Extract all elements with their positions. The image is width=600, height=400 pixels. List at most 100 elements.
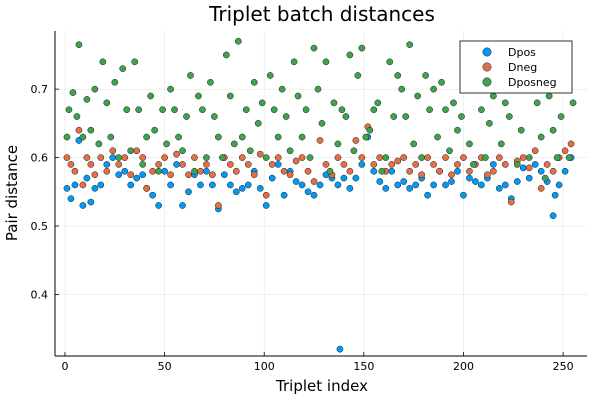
data-point (183, 113, 190, 120)
data-point (67, 161, 75, 168)
data-point (565, 154, 573, 161)
data-point (406, 167, 414, 175)
tick-labels: 0 50 100 150 200 250 0.4 0.5 0.6 0.7 (31, 83, 574, 373)
data-point (83, 96, 91, 103)
legend-box (459, 40, 573, 94)
data-point (482, 154, 489, 161)
legend: Dpos Dneg Dposneg (459, 40, 573, 94)
data-point (422, 72, 429, 79)
data-point (238, 133, 246, 141)
data-point (75, 41, 83, 49)
data-point (310, 191, 318, 199)
data-point (234, 37, 242, 45)
data-point (438, 78, 445, 86)
data-point (199, 106, 206, 114)
data-point (139, 171, 147, 179)
data-point (495, 185, 503, 192)
data-point (226, 161, 234, 168)
data-point (209, 181, 216, 189)
data-point (354, 72, 362, 79)
series-dneg (63, 123, 575, 209)
y-tick-label: 0.6 (31, 152, 49, 165)
data-point (314, 85, 322, 93)
data-point (238, 185, 246, 192)
data-point (448, 171, 455, 179)
data-point (230, 140, 238, 148)
data-point (149, 167, 156, 175)
x-axis-label: Triplet index (275, 377, 368, 395)
data-point (370, 161, 378, 168)
data-point (306, 154, 314, 161)
data-point (310, 44, 318, 52)
data-point (147, 92, 154, 100)
data-point (346, 185, 354, 192)
data-point (173, 161, 180, 168)
data-point (268, 161, 276, 168)
data-point (388, 161, 396, 168)
data-point (203, 154, 210, 161)
data-points (63, 37, 577, 353)
data-point (298, 133, 306, 141)
x-tick-label: 100 (254, 360, 275, 373)
data-point (254, 120, 262, 127)
data-point (139, 161, 147, 168)
data-point (226, 92, 234, 100)
data-point (171, 106, 178, 114)
data-point (472, 178, 479, 185)
data-point (97, 181, 105, 189)
data-point (517, 126, 525, 134)
data-point (292, 157, 300, 165)
data-point (121, 167, 129, 175)
data-point (175, 133, 182, 141)
data-point (426, 106, 433, 114)
data-point (274, 161, 282, 168)
data-point (179, 147, 186, 155)
data-point (537, 185, 545, 192)
data-point (450, 99, 457, 107)
data-point (161, 154, 168, 161)
data-point (537, 167, 545, 175)
data-point (282, 113, 290, 120)
data-point (466, 174, 473, 182)
data-point (531, 147, 539, 155)
data-point (256, 185, 264, 192)
series-dposneg (63, 37, 577, 182)
data-point (209, 171, 216, 179)
data-point (127, 171, 135, 179)
data-point (460, 154, 467, 161)
data-point (278, 85, 286, 93)
data-point (478, 106, 485, 114)
data-point (111, 78, 119, 86)
data-point (133, 174, 141, 182)
y-axis-label: Pair distance (3, 145, 21, 241)
data-point (270, 106, 278, 114)
data-point (149, 191, 156, 199)
data-point (495, 154, 503, 161)
data-point (143, 185, 151, 192)
data-point (497, 140, 505, 148)
data-point (442, 106, 449, 114)
data-point (525, 174, 533, 182)
data-point (501, 161, 509, 168)
data-point (155, 161, 162, 168)
data-point (557, 113, 565, 120)
data-point (115, 154, 123, 161)
data-point (63, 154, 71, 161)
data-point (232, 167, 240, 175)
data-point (256, 150, 264, 158)
data-point (350, 147, 358, 155)
data-point (545, 92, 553, 100)
data-point (250, 78, 258, 86)
data-point (402, 113, 410, 120)
data-point (454, 161, 461, 168)
data-point (207, 78, 214, 86)
data-point (446, 147, 453, 155)
x-tick-label: 0 (61, 360, 68, 373)
data-point (340, 174, 348, 182)
data-point (478, 181, 485, 189)
data-point (161, 167, 168, 175)
data-point (203, 161, 210, 168)
data-point (298, 181, 306, 189)
data-point (215, 133, 222, 141)
data-point (430, 181, 437, 189)
